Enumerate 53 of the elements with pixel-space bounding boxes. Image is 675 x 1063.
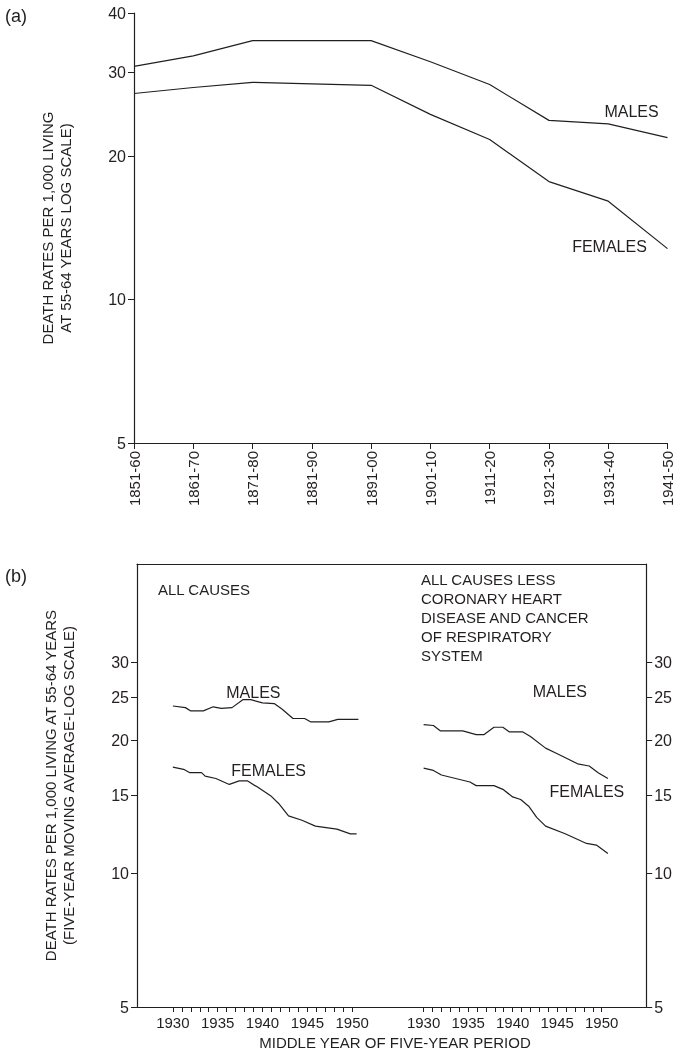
y-tick-label: 40 <box>108 4 127 22</box>
chart-title: (b) <box>5 566 27 586</box>
y2-tick-label: 25 <box>654 688 673 706</box>
x-tick-label: 1891-00 <box>362 451 380 507</box>
x-tick-label: 1901-10 <box>421 451 439 507</box>
x-tick-label: 1871-80 <box>244 451 262 507</box>
y-tick-label: 25 <box>111 688 130 706</box>
series-label: MALES <box>226 683 281 701</box>
annotation: ALL CAUSES LESS CORONARY HEART DISEASE AND CANCER OF RESPIRATORY SYSTEM <box>421 571 589 664</box>
annotation: ALL CAUSES <box>158 581 250 598</box>
x-tick-label: 1921-30 <box>540 451 558 507</box>
series-label: FEMALES <box>231 762 306 780</box>
series-label: FEMALES <box>549 783 625 801</box>
y-axis-title: DEATH RATES PER 1,000 LIVING AT 55-64 YEARS (FIVE-YEAR MOVING AVERAGE-LOG SCALE) <box>41 609 77 962</box>
y-tick-label: 10 <box>111 865 130 883</box>
x-tick-label: 1941-50 <box>659 451 675 507</box>
series-label: MALES <box>604 103 659 121</box>
y-tick-label: 15 <box>111 787 130 805</box>
x-tick-label: 1945 <box>290 1014 325 1031</box>
x-tick-label: 1930 <box>406 1014 441 1031</box>
x-axis-title: MIDDLE YEAR OF FIVE-YEAR PERIOD <box>258 1034 532 1051</box>
line-series <box>172 766 358 835</box>
x-tick-label: 1950 <box>335 1014 369 1031</box>
y2-tick-label: 20 <box>654 731 673 749</box>
y2-tick-label: 10 <box>654 865 673 883</box>
x-tick-label: 1945 <box>540 1014 574 1031</box>
x-tick-label: 1940 <box>495 1014 530 1031</box>
y-tick-label: 5 <box>120 998 130 1016</box>
y-tick-label: 20 <box>111 731 130 749</box>
x-tick-label: 1911-20 <box>481 451 499 505</box>
x-tick-label: 1935 <box>451 1014 485 1031</box>
line-series <box>172 699 360 723</box>
x-tick-label: 1851-60 <box>125 451 143 507</box>
x-tick-label: 1930 <box>156 1014 190 1031</box>
x-tick-label: 1935 <box>200 1014 235 1031</box>
y2-tick-label: 15 <box>654 787 673 805</box>
x-tick-label: 1950 <box>585 1014 619 1031</box>
series-label: FEMALES <box>572 238 647 256</box>
x-tick-label: 1940 <box>245 1014 280 1031</box>
y-tick-label: 10 <box>108 291 127 309</box>
text: MALES <box>532 682 588 700</box>
x-tick-label: 1931-40 <box>599 451 617 507</box>
x-tick-label: 1861-70 <box>184 451 202 507</box>
y-tick-label: 20 <box>108 147 127 165</box>
line-series <box>423 723 609 780</box>
x-tick-label: 1881-90 <box>303 451 321 507</box>
y2-tick-label: 30 <box>654 653 673 671</box>
y-tick-label: 30 <box>111 653 130 671</box>
y-axis-title: DEATH RATES PER 1,000 LIVING AT 55-64 YEARS LOG SCALE) <box>38 111 74 345</box>
chart-title: (a) <box>5 6 27 26</box>
y-tick-label: 5 <box>117 434 127 452</box>
y2-tick-label: 5 <box>654 998 664 1016</box>
y-tick-label: 30 <box>108 63 127 81</box>
